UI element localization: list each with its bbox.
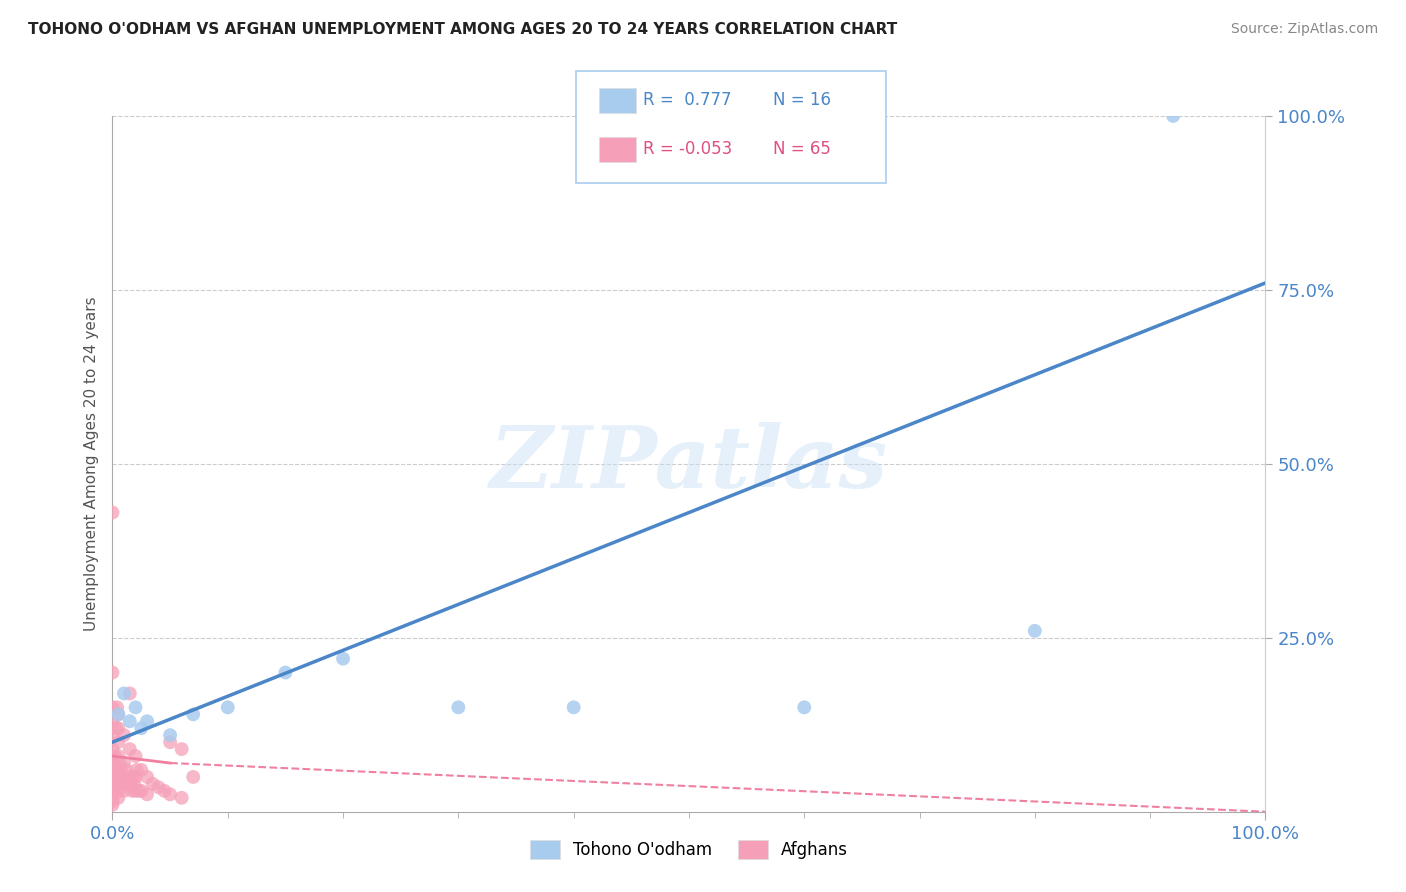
- Point: [159, 788, 181, 801]
- Point: [117, 777, 139, 791]
- Point: [101, 790, 124, 805]
- Point: [122, 770, 145, 784]
- Point: [124, 777, 146, 791]
- Point: [104, 721, 127, 735]
- Point: [107, 707, 129, 722]
- Point: [217, 700, 239, 714]
- Text: N = 65: N = 65: [773, 140, 831, 158]
- Point: [101, 780, 124, 795]
- Point: [101, 759, 124, 773]
- Point: [121, 784, 143, 798]
- Point: [101, 714, 124, 729]
- Point: [117, 770, 139, 784]
- Point: [112, 686, 135, 700]
- Point: [101, 784, 124, 798]
- Point: [142, 777, 165, 791]
- Point: [110, 763, 132, 777]
- Point: [128, 784, 150, 798]
- Point: [118, 714, 141, 729]
- Point: [107, 707, 129, 722]
- Point: [101, 770, 124, 784]
- Point: [129, 763, 153, 777]
- Point: [115, 763, 138, 777]
- Point: [124, 700, 146, 714]
- Point: [1024, 624, 1046, 638]
- Point: [274, 665, 297, 680]
- Point: [181, 770, 204, 784]
- Text: TOHONO O'ODHAM VS AFGHAN UNEMPLOYMENT AMONG AGES 20 TO 24 YEARS CORRELATION CHAR: TOHONO O'ODHAM VS AFGHAN UNEMPLOYMENT AM…: [28, 22, 897, 37]
- Point: [181, 707, 204, 722]
- Point: [107, 784, 129, 798]
- Point: [105, 700, 128, 714]
- Point: [112, 784, 135, 798]
- Point: [108, 756, 131, 770]
- Point: [107, 735, 129, 749]
- Point: [136, 770, 159, 784]
- Point: [104, 749, 127, 764]
- Point: [136, 788, 159, 801]
- Point: [107, 721, 129, 735]
- Legend: Tohono O'odham, Afghans: Tohono O'odham, Afghans: [523, 833, 855, 866]
- Point: [107, 790, 129, 805]
- Point: [112, 728, 135, 742]
- Point: [101, 788, 124, 801]
- Point: [112, 756, 135, 770]
- Point: [159, 735, 181, 749]
- Text: N = 16: N = 16: [773, 91, 831, 109]
- Text: R = -0.053: R = -0.053: [643, 140, 731, 158]
- Point: [153, 784, 176, 798]
- Point: [124, 749, 146, 764]
- Point: [101, 763, 124, 777]
- Point: [1161, 109, 1184, 123]
- Point: [101, 773, 124, 788]
- Point: [129, 721, 153, 735]
- Point: [332, 651, 354, 665]
- Point: [101, 742, 124, 756]
- Point: [112, 777, 135, 791]
- Point: [118, 742, 141, 756]
- Point: [101, 797, 124, 812]
- Point: [107, 770, 129, 784]
- Point: [101, 756, 124, 770]
- Point: [136, 714, 159, 729]
- Y-axis label: Unemployment Among Ages 20 to 24 years: Unemployment Among Ages 20 to 24 years: [83, 296, 98, 632]
- Point: [562, 700, 585, 714]
- Point: [124, 784, 146, 798]
- Point: [101, 506, 124, 520]
- Point: [120, 777, 142, 791]
- Point: [101, 766, 124, 780]
- Point: [159, 728, 181, 742]
- Point: [170, 790, 193, 805]
- Point: [170, 742, 193, 756]
- Point: [124, 770, 146, 784]
- Point: [101, 700, 124, 714]
- Point: [111, 770, 134, 784]
- Point: [148, 780, 170, 795]
- Point: [101, 777, 124, 791]
- Point: [129, 784, 153, 798]
- Point: [118, 686, 141, 700]
- Point: [125, 763, 148, 777]
- Text: ZIPatlas: ZIPatlas: [489, 422, 889, 506]
- Point: [101, 728, 124, 742]
- Point: [107, 749, 129, 764]
- Point: [101, 749, 124, 764]
- Point: [112, 770, 135, 784]
- Point: [118, 777, 141, 791]
- Text: Source: ZipAtlas.com: Source: ZipAtlas.com: [1230, 22, 1378, 37]
- Point: [793, 700, 815, 714]
- Point: [447, 700, 470, 714]
- Text: R =  0.777: R = 0.777: [643, 91, 731, 109]
- Point: [101, 794, 124, 808]
- Point: [101, 665, 124, 680]
